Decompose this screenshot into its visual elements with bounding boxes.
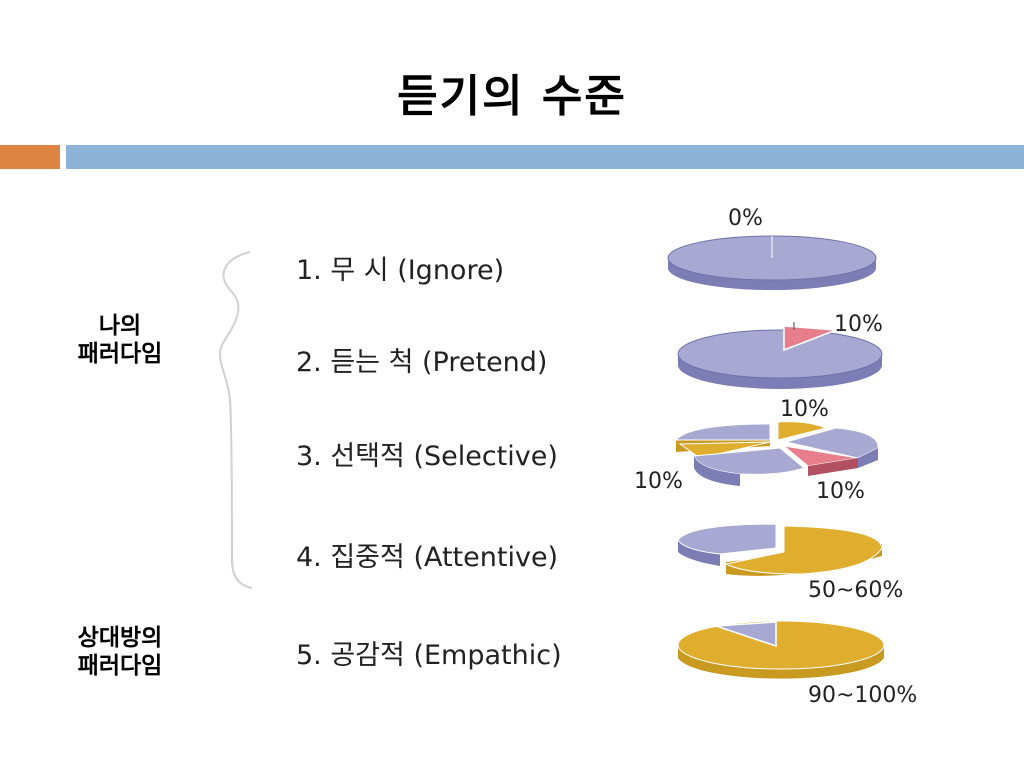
- side-label-my-paradigm-line2: 패러다임: [77, 341, 163, 367]
- level-2-pretend: 2. 듣는 척 (Pretend): [296, 347, 548, 378]
- level-3-selective: 3. 선택적 (Selective): [296, 441, 558, 472]
- side-label-other-paradigm-line2: 패러다임: [77, 653, 163, 679]
- side-label-my-paradigm-line1: 나의: [98, 313, 142, 339]
- pie-4-percent-label: 50~60%: [808, 578, 904, 603]
- side-label-other-paradigm: 상대방의 패러다임: [40, 624, 200, 680]
- pie-4: [677, 523, 883, 576]
- level-1-ignore: 1. 무 시 (Ignore): [296, 255, 505, 286]
- pie-2-percent-label: 10%: [834, 312, 883, 337]
- pie-1: [667, 235, 877, 290]
- pie-2: [677, 322, 883, 389]
- accent-bar-orange: [0, 145, 60, 169]
- pie-5: [677, 620, 885, 679]
- level-5-empathic: 5. 공감적 (Empathic): [296, 640, 562, 671]
- pie-3: [674, 421, 879, 486]
- level-4-attentive: 4. 집중적 (Attentive): [296, 542, 559, 573]
- pie-1-percent-label: 0%: [728, 206, 763, 231]
- pie-5-percent-label: 90~100%: [808, 683, 918, 708]
- pie-3-percent-label-left: 10%: [634, 469, 683, 494]
- accent-bar-blue: [66, 145, 1024, 169]
- page-title: 듣기의 수준: [397, 71, 627, 122]
- pie-3-percent-label-top: 10%: [780, 397, 829, 422]
- side-label-my-paradigm: 나의 패러다임: [40, 312, 200, 368]
- side-label-other-paradigm-line1: 상대방의: [77, 625, 163, 651]
- pie-3-percent-label-right: 10%: [816, 479, 865, 504]
